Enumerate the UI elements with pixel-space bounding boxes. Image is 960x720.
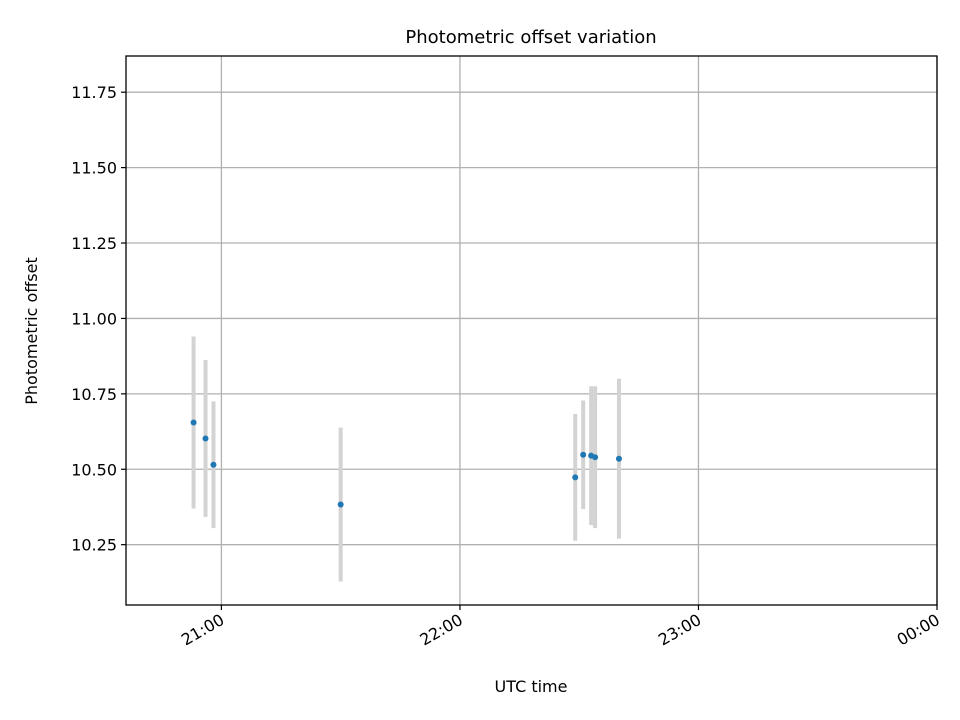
x-axis-label: UTC time <box>495 677 568 696</box>
data-point <box>190 419 197 426</box>
y-axis-label: Photometric offset <box>22 257 41 405</box>
x-tick-label: 21:00 <box>178 610 227 650</box>
data-point <box>210 461 217 468</box>
y-tick-label: 11.75 <box>71 83 117 102</box>
data-point <box>615 455 622 462</box>
grid-lines <box>126 56 938 605</box>
x-tick-label: 00:00 <box>894 610 943 650</box>
data-point <box>202 435 209 442</box>
y-tick-label: 11.00 <box>71 309 117 328</box>
y-tick-label: 10.75 <box>71 385 117 404</box>
chart-title: Photometric offset variation <box>405 27 656 48</box>
x-tick-label: 22:00 <box>417 610 466 650</box>
y-tick-label: 10.50 <box>71 460 117 479</box>
error-bars <box>191 336 621 582</box>
x-tick-label: 23:00 <box>655 610 704 650</box>
y-tick-label: 10.25 <box>71 536 117 555</box>
y-axis-ticks: 10.25 10.50 10.75 11.00 11.25 11.50 11.75 <box>71 83 126 555</box>
y-tick-label: 11.50 <box>71 159 117 178</box>
data-point <box>572 474 579 481</box>
data-point <box>337 501 344 508</box>
plot-frame <box>125 55 938 606</box>
y-tick-label: 11.25 <box>71 234 117 253</box>
data-point <box>580 451 587 458</box>
data-point <box>592 454 599 461</box>
data-points <box>190 419 622 508</box>
